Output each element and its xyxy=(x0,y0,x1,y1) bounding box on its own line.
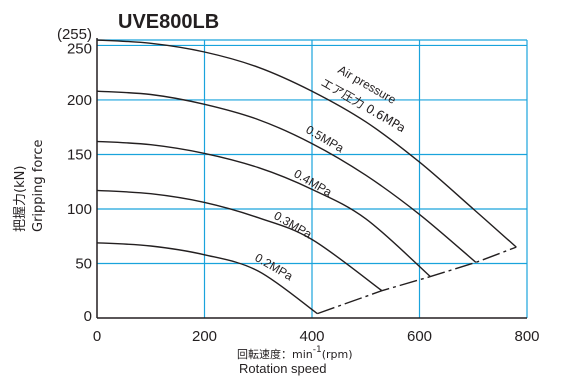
max-speed-limit-line xyxy=(317,246,517,315)
x-axis-label-superscript: -1 xyxy=(313,345,322,355)
series-line-0.4MPa xyxy=(96,140,431,278)
speed-limit-line xyxy=(317,246,517,315)
series-line-0.3MPa xyxy=(96,189,383,292)
y-tick-label: 50 xyxy=(75,255,92,272)
y-tick-label: 0 xyxy=(84,308,92,325)
series-line-0.2MPa xyxy=(96,242,318,315)
y-axis-label-jp: 把握力(kN) xyxy=(13,166,28,232)
y-tick-label: 200 xyxy=(67,92,92,109)
series-line-0.5MPa xyxy=(96,90,477,263)
x-tick-labels: 0 200 400 600 800 xyxy=(93,328,540,345)
x-tick-label: 400 xyxy=(299,328,324,345)
chart-axes xyxy=(96,38,527,319)
y-axis-label-en: Gripping force xyxy=(31,139,46,232)
y-tick-label: 100 xyxy=(67,201,92,218)
x-tick-label: 200 xyxy=(192,328,217,345)
chart-grid xyxy=(97,39,528,318)
y-tick-label: 150 xyxy=(67,146,92,163)
x-axis-label-en: Rotation speed xyxy=(239,361,326,376)
curve-label-0.2MPa: 0.2MPa xyxy=(253,250,296,283)
x-axis-label-jp: 回転速度：min-1(rpm) xyxy=(237,345,353,361)
x-axis-label-unit: (rpm) xyxy=(322,348,353,361)
chart-title: UVE800LB xyxy=(118,11,219,33)
y-tick-label: (255) xyxy=(57,26,92,43)
x-tick-label: 0 xyxy=(93,328,101,345)
y-tick-labels: 0 50 100 150 200 250(255) xyxy=(57,26,92,325)
pressure-curves xyxy=(96,39,517,315)
x-tick-label: 600 xyxy=(407,328,432,345)
x-axis-label-jp-text: 回転速度：min xyxy=(237,347,313,361)
series-line-0.6MPa xyxy=(96,39,517,248)
y-tick-label: 250 xyxy=(67,40,92,57)
x-tick-label: 800 xyxy=(514,328,539,345)
